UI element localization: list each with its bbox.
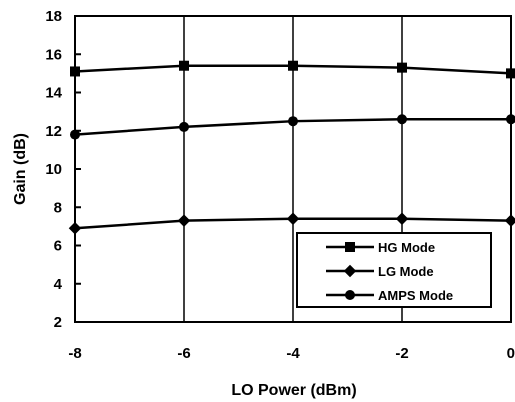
legend-marker xyxy=(345,242,355,252)
y-tick-label: 6 xyxy=(54,238,62,255)
y-tick-label: 8 xyxy=(54,199,62,216)
y-tick-label: 10 xyxy=(45,161,62,178)
y-tick-label: 16 xyxy=(45,46,62,63)
series-amps-mode xyxy=(70,114,515,140)
x-tick-label: 0 xyxy=(507,345,515,362)
data-point xyxy=(397,62,407,73)
y-axis-label: Gain (dB) xyxy=(12,133,29,205)
legend-entry: AMPS Mode xyxy=(326,288,453,303)
y-tick-label: 4 xyxy=(54,276,63,293)
y-tick-label: 18 xyxy=(45,8,62,25)
legend-label: AMPS Mode xyxy=(378,288,453,303)
x-axis-label: LO Power (dBm) xyxy=(231,382,356,399)
data-point xyxy=(70,129,80,140)
legend-label: HG Mode xyxy=(378,240,435,255)
data-point xyxy=(179,60,189,71)
y-tick-label: 14 xyxy=(45,85,62,102)
data-point xyxy=(70,66,80,77)
legend-label: LG Mode xyxy=(378,264,434,279)
legend-marker xyxy=(345,290,355,300)
series-lg-mode xyxy=(68,212,515,235)
legend-entry: HG Mode xyxy=(326,240,435,255)
y-tick-label: 2 xyxy=(54,314,62,331)
data-point xyxy=(286,212,300,225)
data-point xyxy=(177,214,191,227)
legend: HG Mode LG Mode AMPS Mode xyxy=(296,232,492,308)
series-lines xyxy=(68,60,515,235)
x-tick-label: -2 xyxy=(395,345,408,362)
series-hg-mode xyxy=(70,60,515,79)
legend-marker xyxy=(343,264,357,278)
data-point xyxy=(68,222,82,235)
x-tick-label: -6 xyxy=(177,345,190,362)
x-axis-ticks: -8 -6 -4 -2 0 xyxy=(68,345,515,362)
data-point xyxy=(179,121,189,132)
legend-entry: LG Mode xyxy=(326,264,434,279)
data-point xyxy=(395,212,409,225)
data-point xyxy=(506,114,515,125)
data-point xyxy=(504,214,515,227)
data-point xyxy=(288,116,298,127)
data-point xyxy=(288,60,298,71)
x-tick-label: -4 xyxy=(286,345,300,362)
data-point xyxy=(506,68,515,79)
x-tick-label: -8 xyxy=(68,345,81,362)
data-point xyxy=(397,114,407,125)
y-tick-label: 12 xyxy=(45,123,62,140)
